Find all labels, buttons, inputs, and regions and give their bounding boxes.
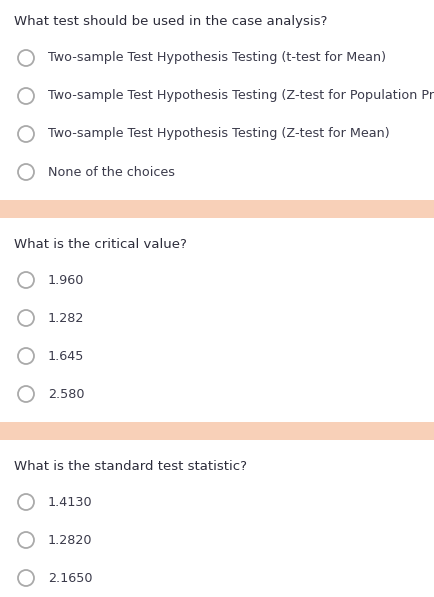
Text: 2.580: 2.580: [48, 387, 84, 401]
Text: None of the choices: None of the choices: [48, 165, 174, 179]
Text: 1.960: 1.960: [48, 273, 84, 287]
Text: Two-sample Test Hypothesis Testing (Z-test for Population Proportion): Two-sample Test Hypothesis Testing (Z-te…: [48, 90, 434, 103]
Text: What test should be used in the case analysis?: What test should be used in the case ana…: [14, 16, 327, 29]
Text: 1.645: 1.645: [48, 349, 84, 362]
Text: Two-sample Test Hypothesis Testing (Z-test for Mean): Two-sample Test Hypothesis Testing (Z-te…: [48, 128, 389, 140]
Text: 2.1650: 2.1650: [48, 571, 92, 584]
Text: What is the critical value?: What is the critical value?: [14, 238, 187, 251]
Text: Two-sample Test Hypothesis Testing (t-test for Mean): Two-sample Test Hypothesis Testing (t-te…: [48, 51, 385, 64]
FancyBboxPatch shape: [0, 200, 434, 218]
Text: 1.4130: 1.4130: [48, 496, 92, 509]
Text: 1.282: 1.282: [48, 312, 84, 325]
Text: 1.2820: 1.2820: [48, 534, 92, 546]
Text: What is the standard test statistic?: What is the standard test statistic?: [14, 460, 247, 472]
FancyBboxPatch shape: [0, 422, 434, 440]
